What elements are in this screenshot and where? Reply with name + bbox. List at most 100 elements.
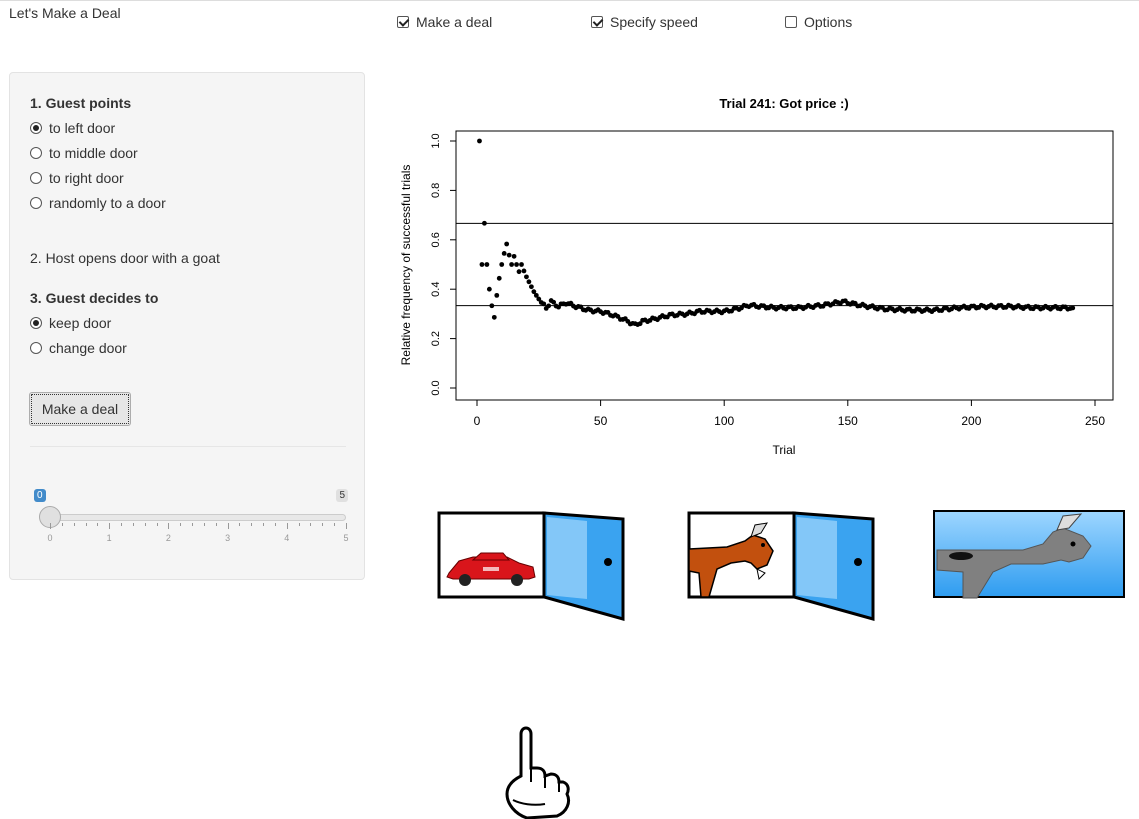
data-point (509, 262, 515, 267)
slider-tick (251, 523, 253, 526)
y-tick-label: 0.0 (430, 380, 442, 395)
data-point (516, 269, 522, 275)
data-point (511, 253, 517, 259)
slider-tick (346, 523, 347, 529)
guest-decides-title: 3. Guest decides to (30, 290, 159, 306)
right-door-goat[interactable] (933, 510, 1125, 600)
radio-middle-door[interactable]: to middle door (30, 145, 138, 161)
slider-tick (180, 523, 182, 526)
slider-tick-label: 3 (225, 533, 231, 543)
middle-door-open-goat[interactable] (687, 511, 877, 623)
top-border (0, 0, 1139, 1)
data-point (499, 262, 505, 267)
frequency-chart: Trial 241: Got price :) 0 50 100 150 200 2500… (399, 96, 1114, 457)
y-tick-label: 1.0 (430, 133, 442, 148)
slider-tick (132, 523, 134, 526)
checkbox-checked-icon[interactable] (591, 16, 603, 28)
specify-speed-checkbox[interactable]: Specify speed (591, 14, 698, 30)
data-point (528, 284, 534, 290)
data-point (521, 268, 527, 274)
x-tick-label: 0 (474, 414, 481, 428)
data-point (479, 262, 485, 267)
radio-right-door[interactable]: to right door (30, 170, 124, 186)
data-point (482, 220, 487, 226)
radio-label: to right door (49, 170, 124, 186)
make-deal-checkbox-label: Make a deal (416, 14, 493, 30)
data-point (494, 292, 500, 298)
data-point (519, 262, 524, 267)
data-point (491, 314, 497, 320)
slider-tick-label: 0 (47, 533, 53, 543)
slider-tick (322, 523, 324, 526)
data-point (524, 274, 529, 280)
x-tick-label: 150 (838, 414, 858, 428)
goat-icon (688, 522, 774, 598)
radio-selected-icon[interactable] (30, 317, 42, 329)
radio-change-door[interactable]: change door (30, 340, 127, 356)
goat-icon (936, 513, 1092, 599)
x-tick-label: 250 (1085, 414, 1105, 428)
radio-left-door[interactable]: to left door (30, 120, 115, 136)
radio-unselected-icon[interactable] (30, 197, 42, 209)
data-point (484, 262, 490, 267)
slider-tick (121, 523, 123, 526)
slider-tick (144, 523, 146, 526)
radio-label: to left door (49, 120, 116, 136)
left-door-open-car[interactable] (437, 511, 627, 623)
checkbox-checked-icon[interactable] (397, 16, 409, 28)
data-point (541, 301, 547, 307)
slider-tick (239, 523, 241, 526)
radio-label: to middle door (49, 145, 138, 161)
y-axis-label: Relative frequency of successful trials (399, 165, 413, 366)
data-point (546, 303, 552, 309)
slider-tick (73, 523, 75, 526)
slider-tick (298, 523, 300, 526)
slider-max-value: 5 (336, 489, 348, 502)
y-tick-label: 0.8 (430, 183, 442, 198)
make-deal-button[interactable]: Make a deal (29, 392, 131, 426)
checkbox-unchecked-icon[interactable] (785, 16, 797, 28)
slider-track[interactable] (40, 514, 346, 521)
slider-current-value: 0 (34, 489, 46, 502)
app-title: Let's Make a Deal (9, 5, 121, 21)
data-point (496, 275, 502, 281)
slider-tick (168, 523, 170, 529)
slider-tick (215, 523, 217, 526)
slider-tick (286, 523, 288, 529)
data-point (1070, 305, 1076, 311)
slider-tick (61, 523, 63, 526)
radio-unselected-icon[interactable] (30, 147, 42, 159)
data-point (531, 289, 537, 295)
options-checkbox[interactable]: Options (785, 14, 852, 30)
radio-random-door[interactable]: randomly to a door (30, 195, 166, 211)
speed-slider[interactable]: 0 5 0 1 2 3 4 5 (30, 485, 349, 545)
data-point (536, 296, 542, 302)
radio-unselected-icon[interactable] (30, 172, 42, 184)
radio-label: change door (49, 340, 127, 356)
chart-title: Trial 241: Got price :) (719, 96, 848, 111)
slider-tick (274, 523, 276, 526)
radio-selected-icon[interactable] (30, 122, 42, 134)
make-deal-checkbox[interactable]: Make a deal (397, 14, 492, 30)
sidebar-panel: 1. Guest points to left door to middle d… (9, 72, 365, 580)
data-point (504, 241, 510, 247)
data-point (489, 303, 495, 309)
y-tick-label: 0.6 (430, 232, 442, 247)
guest-points-title: 1. Guest points (30, 95, 132, 111)
slider-tick-label: 5 (343, 533, 349, 543)
slider-tick (109, 523, 111, 529)
data-point (637, 321, 643, 327)
data-point (551, 299, 557, 305)
radio-keep-door[interactable]: keep door (30, 315, 111, 331)
door-knob-icon (854, 558, 862, 566)
data-point (526, 279, 532, 285)
x-tick-label: 50 (594, 414, 608, 428)
slider-tick-label: 2 (165, 533, 171, 543)
host-step-text: 2. Host opens door with a goat (30, 250, 220, 266)
data-point (506, 252, 512, 258)
radio-unselected-icon[interactable] (30, 342, 42, 354)
chart-axes: 0 50 100 150 200 250 0.0 0.2 0.4 0.6 0.8 1.0 (430, 133, 1105, 428)
x-tick-label: 100 (714, 414, 734, 428)
slider-tick (85, 523, 87, 526)
radio-label: randomly to a door (49, 195, 166, 211)
